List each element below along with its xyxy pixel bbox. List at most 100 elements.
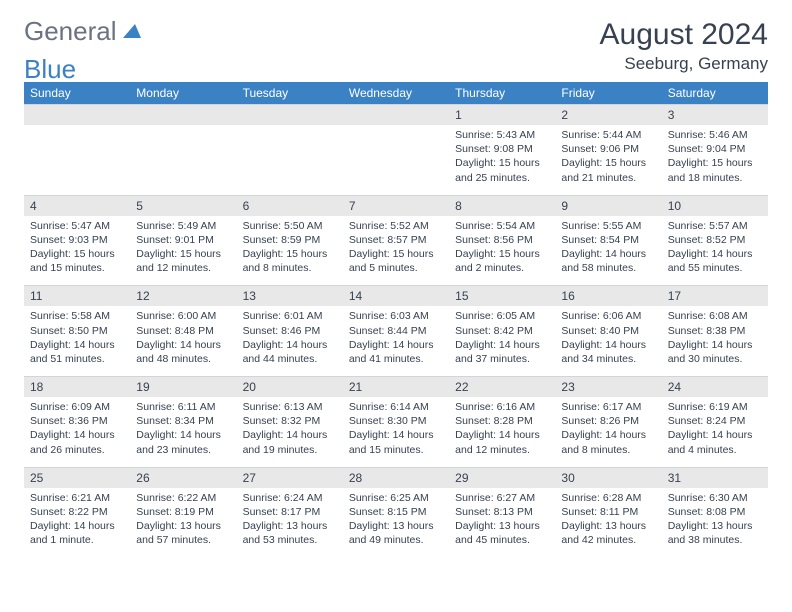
sunrise-text: Sunrise: 6:16 AM: [455, 400, 549, 414]
sunrise-text: Sunrise: 6:25 AM: [349, 491, 443, 505]
details-cell: Sunrise: 6:25 AMSunset: 8:15 PMDaylight:…: [343, 488, 449, 558]
sunrise-text: Sunrise: 6:06 AM: [561, 309, 655, 323]
daylight-text: Daylight: 14 hours and 44 minutes.: [243, 338, 337, 366]
daynum-cell: 27: [237, 467, 343, 488]
daylight-text: Daylight: 14 hours and 26 minutes.: [30, 428, 124, 456]
details-cell: Sunrise: 6:13 AMSunset: 8:32 PMDaylight:…: [237, 397, 343, 467]
daylight-text: Daylight: 14 hours and 15 minutes.: [349, 428, 443, 456]
sunrise-text: Sunrise: 6:14 AM: [349, 400, 443, 414]
daynum-cell: 30: [555, 467, 661, 488]
daynum-cell: 5: [130, 195, 236, 216]
daynum-cell: 25: [24, 467, 130, 488]
daynum-cell: 8: [449, 195, 555, 216]
sunset-text: Sunset: 8:42 PM: [455, 324, 549, 338]
sunset-text: Sunset: 8:38 PM: [668, 324, 762, 338]
daynum-cell: [237, 104, 343, 125]
sunset-text: Sunset: 8:26 PM: [561, 414, 655, 428]
sunrise-text: Sunrise: 6:21 AM: [30, 491, 124, 505]
calendar-page: General August 2024 Seeburg, Germany Blu…: [0, 0, 792, 575]
sunset-text: Sunset: 8:22 PM: [30, 505, 124, 519]
details-cell: Sunrise: 5:50 AMSunset: 8:59 PMDaylight:…: [237, 216, 343, 286]
details-row: Sunrise: 5:43 AMSunset: 9:08 PMDaylight:…: [24, 125, 768, 195]
daynum-cell: 17: [662, 285, 768, 306]
details-cell: Sunrise: 5:57 AMSunset: 8:52 PMDaylight:…: [662, 216, 768, 286]
daynum-cell: 3: [662, 104, 768, 125]
details-cell: [24, 125, 130, 195]
sunset-text: Sunset: 9:01 PM: [136, 233, 230, 247]
daylight-text: Daylight: 15 hours and 8 minutes.: [243, 247, 337, 275]
daynum-cell: [130, 104, 236, 125]
daynum-cell: 1: [449, 104, 555, 125]
logo-triangle-icon: [121, 22, 143, 40]
sunset-text: Sunset: 9:03 PM: [30, 233, 124, 247]
daylight-text: Daylight: 13 hours and 57 minutes.: [136, 519, 230, 547]
details-cell: Sunrise: 6:11 AMSunset: 8:34 PMDaylight:…: [130, 397, 236, 467]
details-cell: Sunrise: 6:06 AMSunset: 8:40 PMDaylight:…: [555, 306, 661, 376]
sunrise-text: Sunrise: 6:17 AM: [561, 400, 655, 414]
month-title: August 2024: [600, 18, 768, 52]
sunset-text: Sunset: 8:28 PM: [455, 414, 549, 428]
daylight-text: Daylight: 14 hours and 58 minutes.: [561, 247, 655, 275]
sunset-text: Sunset: 8:52 PM: [668, 233, 762, 247]
weekday-header-row: SundayMondayTuesdayWednesdayThursdayFrid…: [24, 82, 768, 104]
daylight-text: Daylight: 14 hours and 34 minutes.: [561, 338, 655, 366]
details-cell: Sunrise: 6:28 AMSunset: 8:11 PMDaylight:…: [555, 488, 661, 558]
daynum-cell: 31: [662, 467, 768, 488]
sunrise-text: Sunrise: 6:11 AM: [136, 400, 230, 414]
sunrise-text: Sunrise: 5:47 AM: [30, 219, 124, 233]
daylight-text: Daylight: 15 hours and 2 minutes.: [455, 247, 549, 275]
daynum-cell: 10: [662, 195, 768, 216]
sunset-text: Sunset: 8:54 PM: [561, 233, 655, 247]
sunrise-text: Sunrise: 6:03 AM: [349, 309, 443, 323]
logo-text-blue: Blue: [24, 56, 76, 82]
daylight-text: Daylight: 14 hours and 41 minutes.: [349, 338, 443, 366]
sunrise-text: Sunrise: 6:28 AM: [561, 491, 655, 505]
sunrise-text: Sunrise: 6:09 AM: [30, 400, 124, 414]
daylight-text: Daylight: 14 hours and 19 minutes.: [243, 428, 337, 456]
details-cell: Sunrise: 6:01 AMSunset: 8:46 PMDaylight:…: [237, 306, 343, 376]
sunset-text: Sunset: 9:04 PM: [668, 142, 762, 156]
daylight-text: Daylight: 13 hours and 45 minutes.: [455, 519, 549, 547]
daylight-text: Daylight: 13 hours and 42 minutes.: [561, 519, 655, 547]
weekday-header-cell: Wednesday: [343, 82, 449, 104]
daylight-text: Daylight: 15 hours and 25 minutes.: [455, 156, 549, 184]
details-cell: Sunrise: 5:49 AMSunset: 9:01 PMDaylight:…: [130, 216, 236, 286]
sunrise-text: Sunrise: 5:50 AM: [243, 219, 337, 233]
details-cell: Sunrise: 6:24 AMSunset: 8:17 PMDaylight:…: [237, 488, 343, 558]
daylight-text: Daylight: 13 hours and 49 minutes.: [349, 519, 443, 547]
details-cell: Sunrise: 6:03 AMSunset: 8:44 PMDaylight:…: [343, 306, 449, 376]
sunrise-text: Sunrise: 5:54 AM: [455, 219, 549, 233]
sunset-text: Sunset: 8:30 PM: [349, 414, 443, 428]
daynum-row: 11121314151617: [24, 285, 768, 306]
sunrise-text: Sunrise: 6:08 AM: [668, 309, 762, 323]
details-cell: [130, 125, 236, 195]
daylight-text: Daylight: 14 hours and 8 minutes.: [561, 428, 655, 456]
daylight-text: Daylight: 14 hours and 55 minutes.: [668, 247, 762, 275]
details-cell: Sunrise: 6:17 AMSunset: 8:26 PMDaylight:…: [555, 397, 661, 467]
sunset-text: Sunset: 8:11 PM: [561, 505, 655, 519]
sunset-text: Sunset: 8:32 PM: [243, 414, 337, 428]
details-cell: Sunrise: 5:58 AMSunset: 8:50 PMDaylight:…: [24, 306, 130, 376]
daynum-cell: 24: [662, 376, 768, 397]
daynum-cell: [24, 104, 130, 125]
details-row: Sunrise: 5:47 AMSunset: 9:03 PM Daylight:…: [24, 216, 768, 286]
daynum-cell: 6: [237, 195, 343, 216]
sunset-text: Sunset: 8:50 PM: [30, 324, 124, 338]
sunset-text: Sunset: 8:36 PM: [30, 414, 124, 428]
daynum-cell: 7: [343, 195, 449, 216]
daylight-text: Daylight: 14 hours and 1 minute.: [30, 519, 124, 547]
daylight-text: Daylight: 13 hours and 38 minutes.: [668, 519, 762, 547]
sunrise-text: Sunrise: 6:00 AM: [136, 309, 230, 323]
sunrise-text: Sunrise: 6:19 AM: [668, 400, 762, 414]
details-cell: Sunrise: 6:00 AMSunset: 8:48 PMDaylight:…: [130, 306, 236, 376]
sunrise-text: Sunrise: 5:58 AM: [30, 309, 124, 323]
sunrise-text: Sunrise: 5:55 AM: [561, 219, 655, 233]
daylight-text: Daylight: 15 hours and 18 minutes.: [668, 156, 762, 184]
daylight-text: Daylight: 14 hours and 37 minutes.: [455, 338, 549, 366]
sunset-text: Sunset: 8:40 PM: [561, 324, 655, 338]
weekday-header-cell: Monday: [130, 82, 236, 104]
daynum-cell: 26: [130, 467, 236, 488]
sunrise-text: Sunrise: 6:27 AM: [455, 491, 549, 505]
daynum-cell: [343, 104, 449, 125]
daynum-row: 45678910: [24, 195, 768, 216]
